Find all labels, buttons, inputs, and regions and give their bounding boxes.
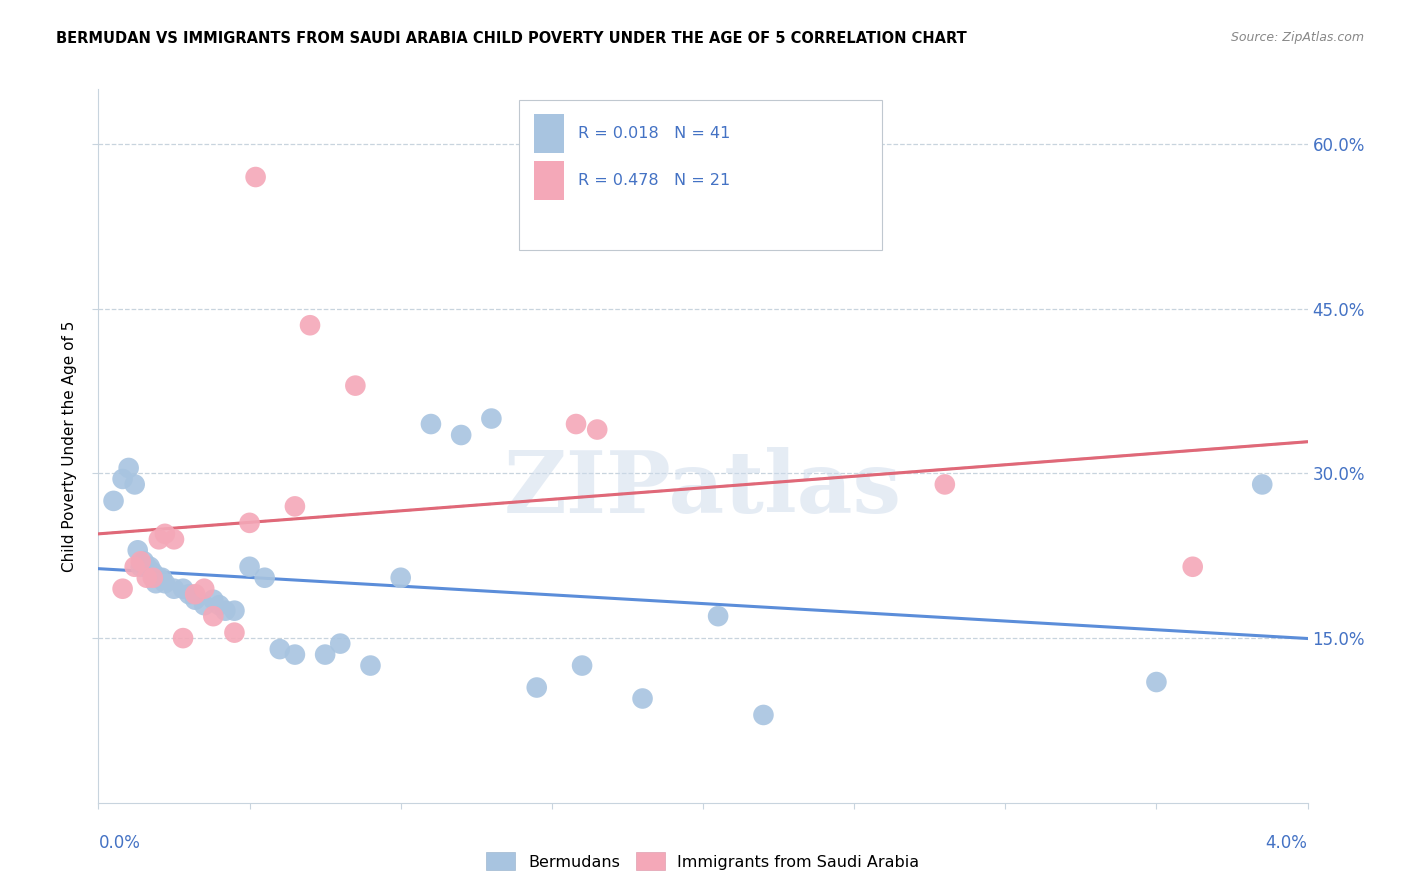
Point (1251, 477, 1274, 491)
Point (1181, 559, 1204, 574)
Point (124, 559, 146, 574)
Point (571, 658, 593, 673)
Point (420, 417, 443, 431)
Point (934, 477, 956, 491)
Point (239, 559, 262, 574)
Point (124, 477, 146, 491)
Point (284, 648, 307, 662)
Point (145, 576, 167, 591)
Point (118, 461, 141, 475)
Point (239, 516, 262, 530)
Point (148, 571, 170, 585)
Point (253, 571, 276, 585)
Text: BERMUDAN VS IMMIGRANTS FROM SAUDI ARABIA CHILD POVERTY UNDER THE AGE OF 5 CORREL: BERMUDAN VS IMMIGRANTS FROM SAUDI ARABIA… (56, 31, 967, 46)
Point (111, 472, 134, 486)
Point (208, 598, 231, 612)
Point (184, 592, 207, 607)
Point (163, 533, 186, 547)
Point (224, 625, 246, 640)
Point (202, 592, 225, 607)
Point (526, 681, 548, 695)
Point (135, 571, 157, 585)
Point (142, 566, 165, 580)
Point (148, 533, 170, 547)
Bar (534, 161, 564, 200)
Point (150, 571, 173, 585)
Text: R = 0.478   N = 21: R = 0.478 N = 21 (578, 173, 731, 187)
Point (127, 543, 149, 558)
Point (752, 708, 775, 723)
Point (631, 691, 654, 706)
Point (179, 587, 201, 601)
Point (111, 582, 134, 596)
Text: R = 0.018   N = 41: R = 0.018 N = 41 (578, 127, 731, 141)
FancyBboxPatch shape (519, 100, 882, 250)
Text: 4.0%: 4.0% (1265, 834, 1308, 852)
Point (129, 559, 152, 574)
Text: ZIPatlas: ZIPatlas (503, 447, 903, 531)
Point (103, 494, 125, 508)
Point (314, 648, 336, 662)
Point (202, 609, 225, 624)
Point (245, 169, 267, 184)
Point (224, 604, 246, 618)
Point (129, 554, 152, 568)
Bar (534, 114, 564, 153)
Point (344, 378, 367, 392)
Point (284, 500, 307, 514)
Point (269, 642, 291, 657)
Point (172, 582, 194, 596)
Point (450, 428, 472, 442)
Point (360, 658, 382, 673)
Point (135, 559, 157, 574)
Point (139, 559, 162, 574)
Point (184, 587, 207, 601)
Point (163, 582, 186, 596)
Point (153, 576, 176, 591)
Y-axis label: Child Poverty Under the Age of 5: Child Poverty Under the Age of 5 (62, 320, 77, 572)
Point (329, 637, 352, 651)
Point (565, 417, 588, 431)
Point (142, 571, 165, 585)
Point (1146, 675, 1168, 690)
Point (586, 423, 609, 437)
Point (389, 571, 412, 585)
Text: Source: ZipAtlas.com: Source: ZipAtlas.com (1230, 31, 1364, 45)
Point (299, 318, 322, 333)
Text: 0.0%: 0.0% (98, 834, 141, 852)
Point (214, 604, 236, 618)
Point (132, 554, 155, 568)
Legend: Bermudans, Immigrants from Saudi Arabia: Bermudans, Immigrants from Saudi Arabia (479, 846, 927, 877)
Point (193, 598, 215, 612)
Point (153, 526, 176, 541)
Point (193, 582, 215, 596)
Point (172, 631, 194, 645)
Point (707, 609, 730, 624)
Point (481, 411, 503, 425)
